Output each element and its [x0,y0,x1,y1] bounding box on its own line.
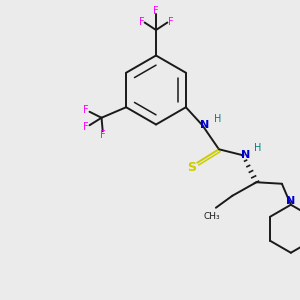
Text: F: F [153,5,159,16]
Text: CH₃: CH₃ [203,212,220,221]
Text: H: H [214,114,221,124]
Text: H: H [254,143,262,153]
Text: F: F [83,122,89,132]
Text: F: F [139,16,144,27]
Text: F: F [168,16,173,27]
Text: N: N [286,196,296,206]
Text: N: N [200,120,209,130]
Text: F: F [100,130,106,140]
Text: S: S [188,161,196,174]
Text: N: N [241,150,250,160]
Text: F: F [83,105,89,115]
